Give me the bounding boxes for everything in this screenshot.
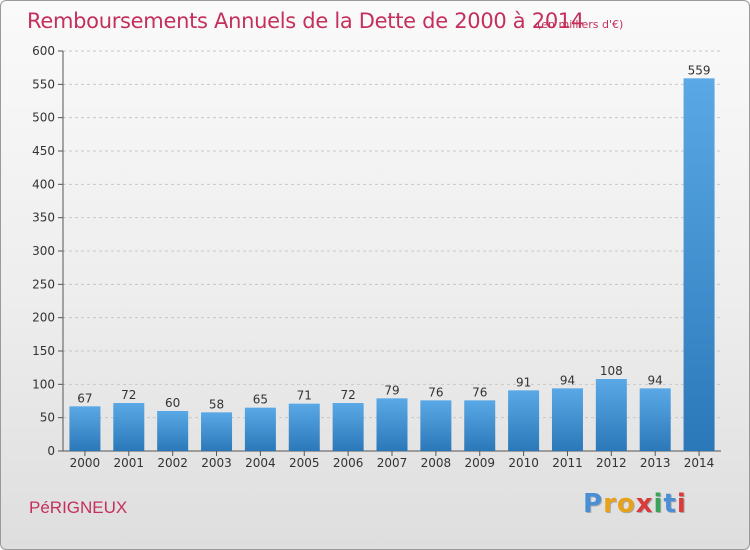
value-label-2008: 76 xyxy=(428,385,443,399)
x-tick-label-2009: 2009 xyxy=(464,456,495,470)
bar-2008 xyxy=(420,400,452,451)
bar-2004 xyxy=(244,407,276,451)
y-tick-label: 50 xyxy=(40,411,55,425)
value-label-2012: 108 xyxy=(600,364,623,378)
commune-name: PéRIGNEUX xyxy=(29,498,128,517)
y-tick-label: 100 xyxy=(32,377,55,391)
bar-2006 xyxy=(332,403,364,451)
bar-2000 xyxy=(69,406,101,451)
y-tick-label: 300 xyxy=(32,244,55,258)
value-label-2001: 72 xyxy=(121,388,136,402)
chart-unit: (en milliers d'€) xyxy=(537,18,624,31)
y-tick-label: 150 xyxy=(32,344,55,358)
value-label-2006: 72 xyxy=(340,388,355,402)
value-label-2013: 94 xyxy=(648,373,663,387)
y-tick-label: 350 xyxy=(32,211,55,225)
value-label-2010: 91 xyxy=(516,375,531,389)
x-tick-label-2000: 2000 xyxy=(70,456,101,470)
logo-letter: i xyxy=(653,489,664,519)
proxiti-logo: Proxiti xyxy=(583,489,687,519)
bar-2010 xyxy=(508,390,540,451)
value-label-2007: 79 xyxy=(384,383,399,397)
x-tick-label-2002: 2002 xyxy=(157,456,188,470)
y-tick-label: 250 xyxy=(32,277,55,291)
logo-letter: t xyxy=(663,489,677,519)
logo-letter: P xyxy=(583,489,604,519)
value-label-2000: 67 xyxy=(77,391,92,405)
x-tick-label-2005: 2005 xyxy=(289,456,320,470)
logo-letter: i xyxy=(676,489,687,519)
y-tick-label: 550 xyxy=(32,77,55,91)
value-label-2002: 60 xyxy=(165,396,180,410)
chart-title: Remboursements Annuels de la Dette de 20… xyxy=(27,9,584,33)
y-tick-label: 500 xyxy=(32,111,55,125)
x-tick-label-2003: 2003 xyxy=(201,456,232,470)
x-tick-label-2001: 2001 xyxy=(114,456,145,470)
x-tick-label-2013: 2013 xyxy=(640,456,671,470)
x-tick-label-2011: 2011 xyxy=(552,456,583,470)
y-tick-label: 600 xyxy=(32,44,55,58)
bar-2002 xyxy=(157,411,189,451)
y-tick-label: 400 xyxy=(32,177,55,191)
labels: 0 50 100 150 200 250 300 350 400 450 500 550 600 67 20… xyxy=(32,44,714,470)
x-tick-label-2014: 2014 xyxy=(684,456,715,470)
logo-letter: o xyxy=(616,489,636,519)
bar-2009 xyxy=(464,400,496,451)
bar-2007 xyxy=(376,398,408,451)
bar-2005 xyxy=(288,403,320,451)
logo-letter: r xyxy=(603,489,617,519)
bar-2014 xyxy=(683,78,715,451)
x-tick-label-2007: 2007 xyxy=(377,456,408,470)
bar-2013 xyxy=(639,388,671,451)
bar-2003 xyxy=(201,412,233,451)
y-tick-label: 200 xyxy=(32,311,55,325)
bar-2012 xyxy=(595,379,627,451)
x-tick-label-2004: 2004 xyxy=(245,456,276,470)
logo-letter: x xyxy=(635,489,654,519)
bars xyxy=(69,78,715,451)
value-label-2009: 76 xyxy=(472,385,487,399)
x-tick-label-2008: 2008 xyxy=(421,456,452,470)
x-tick-label-2010: 2010 xyxy=(508,456,539,470)
bar-2001 xyxy=(113,403,145,451)
bar-2011 xyxy=(551,388,583,451)
y-tick-label: 450 xyxy=(32,144,55,158)
value-label-2011: 94 xyxy=(560,373,575,387)
x-tick-label-2012: 2012 xyxy=(596,456,627,470)
x-tick-label-2006: 2006 xyxy=(333,456,364,470)
value-label-2004: 65 xyxy=(253,393,268,407)
value-label-2003: 58 xyxy=(209,397,224,411)
y-tick-label: 0 xyxy=(47,444,55,458)
value-label-2005: 71 xyxy=(297,389,312,403)
value-label-2014: 559 xyxy=(688,63,711,77)
